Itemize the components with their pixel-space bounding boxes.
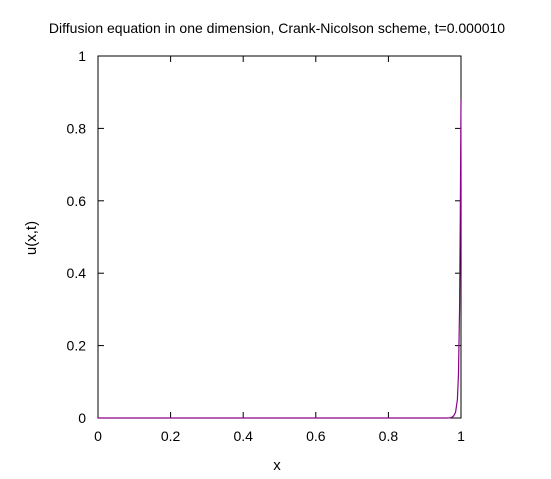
chart-title: Diffusion equation in one dimension, Cra… [49, 20, 505, 36]
x-axis-ticks: 0 0.2 0.4 0.6 0.8 1 [94, 56, 465, 444]
x-tick-label: 0.8 [379, 428, 399, 444]
y-axis-ticks: 0 0.2 0.4 0.6 0.8 1 [67, 48, 461, 426]
y-tick-label: 0.4 [67, 265, 87, 281]
x-tick-label: 0.6 [306, 428, 326, 444]
x-tick-label: 0.2 [161, 428, 181, 444]
x-tick-label: 0 [94, 428, 102, 444]
x-tick-label: 1 [457, 428, 465, 444]
y-tick-label: 0.2 [67, 338, 87, 354]
y-axis-label: u(x,t) [23, 221, 40, 255]
series-layer [98, 99, 462, 419]
series-line [98, 99, 462, 419]
y-tick-label: 0.6 [67, 193, 87, 209]
y-tick-label: 0.8 [67, 120, 87, 136]
x-tick-label: 0.4 [233, 428, 253, 444]
y-tick-label: 1 [78, 48, 86, 64]
x-axis-label: x [273, 457, 281, 474]
y-tick-label: 0 [78, 410, 86, 426]
plot-frame [97, 55, 462, 419]
